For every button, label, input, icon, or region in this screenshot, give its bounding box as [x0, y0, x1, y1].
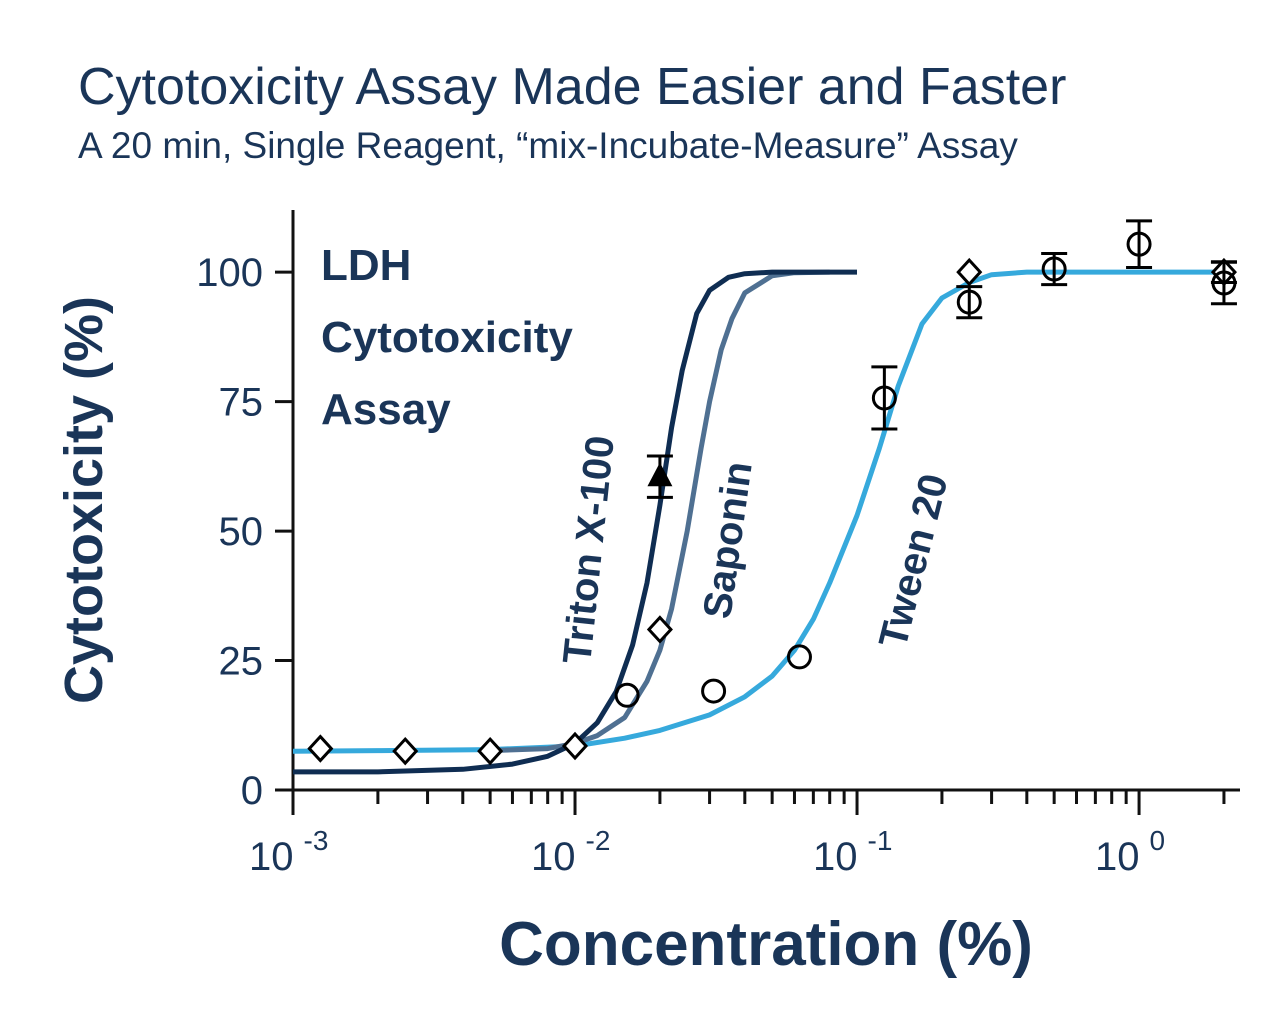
annotation: Cytotoxicity	[321, 313, 573, 362]
marker-diamond	[477, 736, 504, 766]
marker-triangle	[647, 462, 673, 487]
x-tick-base: 10	[531, 835, 576, 879]
x-axis-label: Concentration (%)	[499, 910, 1033, 979]
marker-diamond	[392, 736, 419, 766]
y-tick-label: 75	[219, 381, 264, 425]
x-tick-exponent: 0	[1150, 825, 1166, 856]
curve	[292, 269, 1224, 754]
y-tick-label: 50	[219, 510, 264, 554]
error-bar	[871, 365, 898, 431]
marker-diamond	[307, 734, 334, 763]
x-tick-base: 10	[1095, 835, 1140, 879]
marker-circle	[871, 385, 897, 411]
y-tick-label: 0	[241, 769, 263, 813]
marker-circle	[786, 644, 812, 670]
marker-circle	[701, 678, 727, 704]
x-tick-label: 10 -3	[249, 825, 328, 879]
series-label: Triton X-100	[555, 434, 623, 666]
y-tick-label: 100	[196, 251, 263, 295]
series-label: Tween 20	[871, 470, 957, 652]
marker-diamond	[646, 615, 673, 644]
marker-circle	[1211, 270, 1237, 296]
x-tick-label: 10 -2	[531, 825, 610, 879]
annotation: Assay	[321, 385, 451, 434]
marker-circle	[614, 682, 640, 708]
marker-circle	[1041, 256, 1067, 282]
error-bar	[1210, 260, 1237, 306]
chart-title: Cytotoxicity Assay Made Easier and Faste…	[78, 58, 1066, 116]
marker-circle	[956, 289, 982, 315]
x-tick-base: 10	[249, 835, 294, 879]
error-bar	[1126, 219, 1153, 269]
y-axis-label: Cytotoxicity (%)	[54, 296, 114, 704]
annotation: LDH	[321, 241, 411, 290]
chart-subtitle: A 20 min, Single Reagent, “mix-Incubate-…	[78, 125, 1018, 166]
x-tick-exponent: -2	[586, 825, 611, 856]
curve	[293, 269, 857, 775]
curve	[490, 269, 830, 754]
x-tick-label: 10 0	[1095, 825, 1165, 879]
x-tick-label: 10 -1	[813, 825, 892, 879]
x-tick-exponent: -3	[304, 825, 329, 856]
marker-circle	[1126, 231, 1152, 257]
y-tick-label: 25	[219, 640, 264, 684]
series-label: Saponin	[695, 459, 761, 621]
x-tick-exponent: -1	[868, 825, 893, 856]
marker-diamond	[956, 257, 983, 287]
x-tick-base: 10	[813, 835, 858, 879]
marker-diamond	[561, 731, 589, 761]
